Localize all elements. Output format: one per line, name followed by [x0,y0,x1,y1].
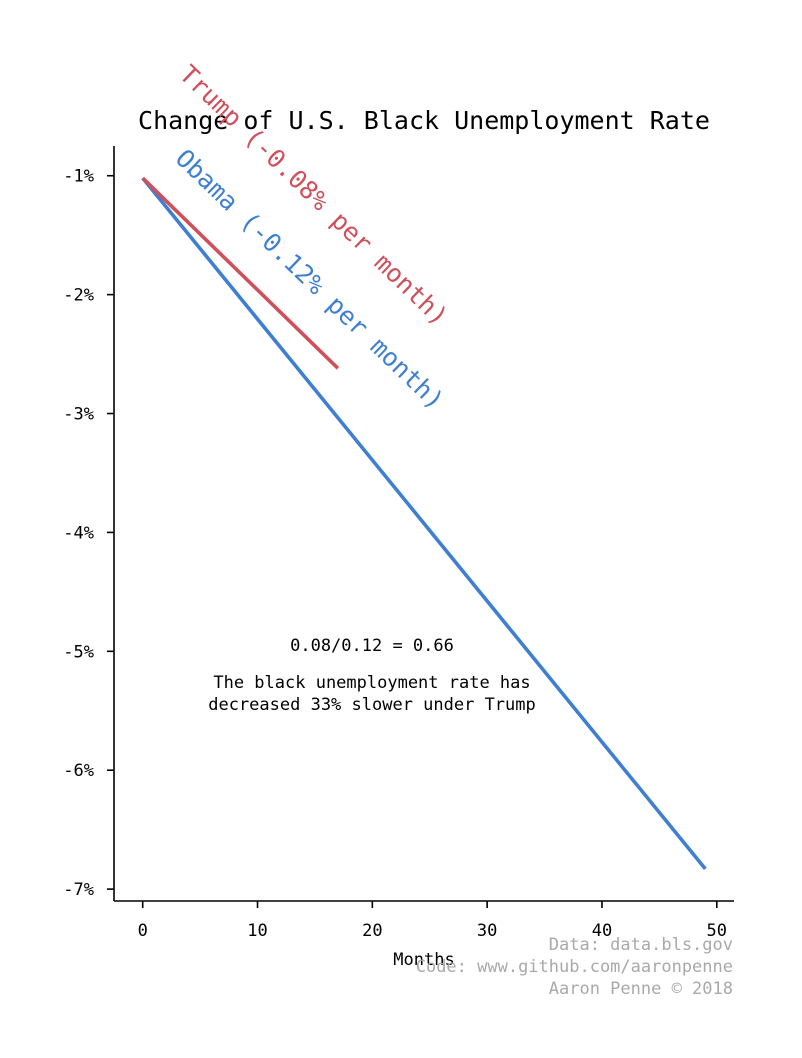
credit-data-source: Data: data.bls.gov [549,935,733,955]
y-tick-label: -6% [63,761,94,781]
y-tick-label: -5% [63,642,94,662]
x-tick-label: 40 [592,921,612,941]
x-tick-label: 0 [138,921,148,941]
series-lines [141,176,707,871]
x-ticks: 0 10 20 30 40 50 [138,901,727,941]
conclusion-line-2: decreased 33% slower under Trump [208,695,536,715]
conclusion-line-1: The black unemployment rate has [213,673,530,693]
credit-author: Aaron Penne © 2018 [549,979,733,999]
y-tick-label: -2% [63,286,94,306]
y-tick-label: -7% [63,880,94,900]
x-tick-label: 10 [247,921,267,941]
x-tick-label: 20 [362,921,382,941]
ratio-annotation: 0.08/0.12 = 0.66 [290,636,454,656]
trump-line [141,176,340,370]
y-ticks: -1% -2% -3% -4% -5% -6% -7% [63,167,114,900]
x-tick-label: 50 [707,921,727,941]
y-tick-label: -1% [63,167,94,187]
x-tick-label: 30 [477,921,497,941]
y-tick-label: -3% [63,405,94,425]
axes [113,146,734,902]
obama-line [141,176,707,871]
credit-code-link: Code: www.github.com/aaronpenne [416,957,733,977]
y-tick-label: -4% [63,523,94,543]
x-axis-label: Months [393,950,454,970]
chart-title: Change of U.S. Black Unemployment Rate [138,106,710,135]
